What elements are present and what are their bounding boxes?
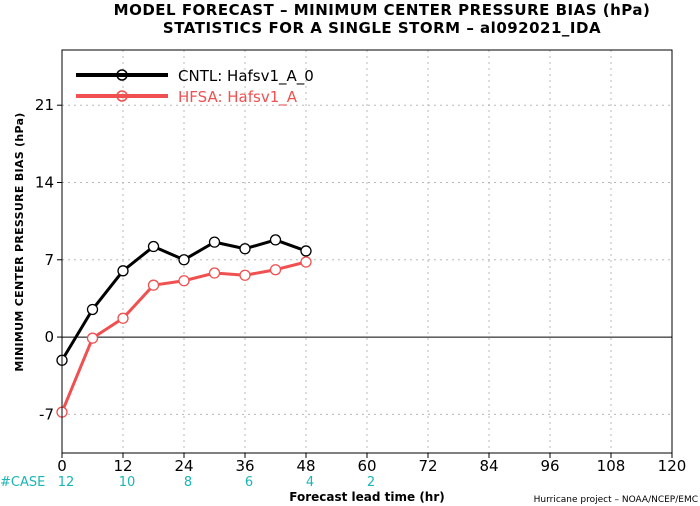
data-point-0 bbox=[300, 245, 312, 257]
grid-lines bbox=[62, 50, 672, 453]
data-point-1 bbox=[178, 275, 190, 287]
data-point-0 bbox=[269, 234, 282, 246]
x-tick-label: 0 bbox=[57, 457, 67, 475]
case-count: 8 bbox=[184, 475, 192, 490]
data-point-1 bbox=[300, 256, 312, 268]
y-axis-label: MINIMUM CENTER PRESSURE BIAS (hPa) bbox=[13, 112, 26, 371]
case-count: 2 bbox=[367, 475, 375, 490]
legend-marker-hfsa bbox=[116, 90, 128, 102]
legend-marker-cntl bbox=[116, 69, 128, 81]
legend-label-cntl: CNTL: Hafsv1_A_0 bbox=[178, 67, 314, 86]
data-point-1 bbox=[86, 332, 99, 344]
data-point-0 bbox=[117, 265, 129, 277]
x-tick-label: 84 bbox=[479, 457, 498, 475]
case-count: 6 bbox=[245, 475, 253, 490]
x-tick-label: 60 bbox=[357, 457, 376, 475]
case-label: #CASE bbox=[0, 475, 45, 490]
x-tick-label: 96 bbox=[540, 457, 559, 475]
data-point-1 bbox=[117, 312, 129, 324]
x-tick-label: 36 bbox=[235, 457, 254, 475]
legend-label-hfsa: HFSA: Hafsv1_A bbox=[178, 88, 298, 107]
series-layer bbox=[56, 234, 312, 418]
case-count: 12 bbox=[58, 475, 75, 490]
y-axis-ticks: -7 0 7 14 21 bbox=[35, 96, 62, 423]
chart-subtitle: STATISTICS FOR A SINGLE STORM – al092021… bbox=[163, 19, 601, 37]
x-axis-label: Forecast lead time (hr) bbox=[289, 490, 445, 504]
y-tick-label: 0 bbox=[44, 328, 54, 346]
x-tick-label: 24 bbox=[174, 457, 193, 475]
y-tick-label: 14 bbox=[35, 173, 54, 191]
data-point-0 bbox=[208, 236, 221, 248]
y-tick-label: 7 bbox=[44, 251, 54, 269]
data-point-0 bbox=[239, 243, 251, 255]
legend: CNTL: Hafsv1_A_0 HFSA: Hafsv1_A bbox=[76, 67, 314, 107]
data-point-1 bbox=[147, 279, 160, 291]
case-count: 10 bbox=[119, 475, 136, 490]
data-point-1 bbox=[239, 269, 251, 281]
credit-text: Hurricane project – NOAA/NCEP/EMC bbox=[534, 495, 698, 505]
y-tick-label: -7 bbox=[39, 405, 54, 423]
data-point-1 bbox=[208, 267, 221, 279]
plot-frame bbox=[61, 49, 673, 454]
case-count: 4 bbox=[306, 475, 314, 490]
data-point-0 bbox=[147, 240, 160, 253]
x-tick-label: 72 bbox=[418, 457, 437, 475]
x-tick-label: 108 bbox=[597, 457, 626, 475]
y-tick-label: 21 bbox=[35, 96, 54, 114]
data-point-1 bbox=[269, 264, 282, 276]
x-axis-ticks: 0 12 24 36 48 60 72 84 96 108 120 bbox=[57, 453, 686, 475]
chart-title: MODEL FORECAST – MINIMUM CENTER PRESSURE… bbox=[114, 1, 651, 19]
x-tick-label: 48 bbox=[296, 457, 315, 475]
x-tick-label: 120 bbox=[658, 457, 687, 475]
case-counts: 12 10 8 6 4 2 bbox=[58, 475, 375, 490]
data-point-0 bbox=[86, 303, 99, 316]
x-tick-label: 12 bbox=[113, 457, 132, 475]
data-point-0 bbox=[178, 254, 190, 266]
